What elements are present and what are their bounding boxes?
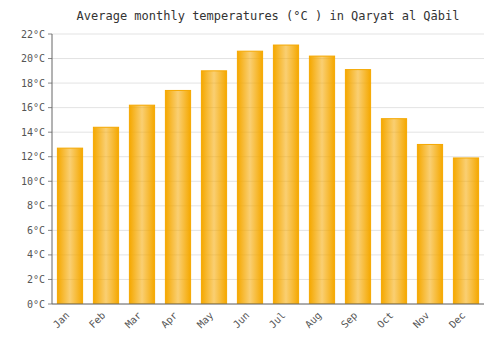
y-tick — [48, 132, 52, 133]
bar — [57, 148, 82, 304]
y-tick — [48, 279, 52, 280]
bar — [453, 158, 478, 304]
y-tick — [48, 205, 52, 206]
bar — [201, 71, 226, 304]
grid-line — [52, 58, 484, 59]
y-tick-label: 18°C — [21, 78, 45, 89]
bar — [237, 51, 262, 304]
bar — [273, 45, 298, 304]
y-tick-label: 16°C — [21, 102, 45, 113]
x-tick-label: Nov — [411, 310, 432, 331]
bar — [309, 56, 334, 304]
x-tick-label: Apr — [159, 310, 180, 331]
y-tick-label: 8°C — [27, 200, 45, 211]
y-tick-label: 20°C — [21, 53, 45, 64]
x-tick-label: Sep — [339, 310, 360, 331]
y-tick — [48, 34, 52, 35]
bar — [417, 144, 442, 304]
y-tick-label: 12°C — [21, 151, 45, 162]
y-tick-label: 10°C — [21, 176, 45, 187]
y-tick — [48, 181, 52, 182]
y-tick-label: 0°C — [27, 299, 45, 310]
y-tick — [48, 254, 52, 255]
bar — [129, 105, 154, 304]
chart: Average monthly temperatures (°C ) in Qa… — [0, 0, 500, 350]
grid-line — [52, 83, 484, 84]
x-tick-label: Jul — [267, 310, 288, 331]
y-tick — [48, 107, 52, 108]
y-grid — [52, 34, 484, 304]
x-tick-label: Mar — [123, 310, 144, 331]
chart-title: Average monthly temperatures (°C ) in Qa… — [77, 9, 460, 23]
bar — [165, 90, 190, 304]
x-tick-label: Oct — [375, 310, 396, 331]
x-tick-label: Jun — [231, 310, 252, 331]
grid-line — [52, 107, 484, 108]
x-tick-label: Jan — [51, 310, 72, 331]
y-axis: 0°C 2°C 4°C 6°C 8°C 10°C 12°C 14°C 16°C 18°C 20°C 2… — [21, 29, 52, 310]
y-tick — [48, 156, 52, 157]
y-tick-label: 14°C — [21, 127, 45, 138]
y-tick — [48, 304, 52, 305]
grid-line — [52, 34, 484, 35]
x-tick-label: Feb — [87, 310, 108, 331]
x-tick-label: Aug — [303, 310, 324, 331]
bars — [57, 45, 478, 304]
x-tick-label: Dec — [447, 310, 468, 331]
bar — [93, 127, 118, 304]
y-tick-label: 6°C — [27, 225, 45, 236]
y-tick — [48, 230, 52, 231]
y-tick-label: 22°C — [21, 29, 45, 40]
x-tick-label: May — [195, 310, 216, 331]
bar — [345, 70, 370, 304]
x-axis-line — [52, 304, 484, 305]
y-tick-label: 2°C — [27, 274, 45, 285]
x-axis: Jan Feb Mar Apr May Jun Jul Aug Sep Oct Nov Dec — [51, 304, 484, 330]
y-tick — [48, 58, 52, 59]
y-tick-label: 4°C — [27, 249, 45, 260]
y-tick — [48, 83, 52, 84]
y-axis-line — [52, 34, 53, 304]
grid-line — [52, 304, 484, 305]
bar — [381, 119, 406, 304]
